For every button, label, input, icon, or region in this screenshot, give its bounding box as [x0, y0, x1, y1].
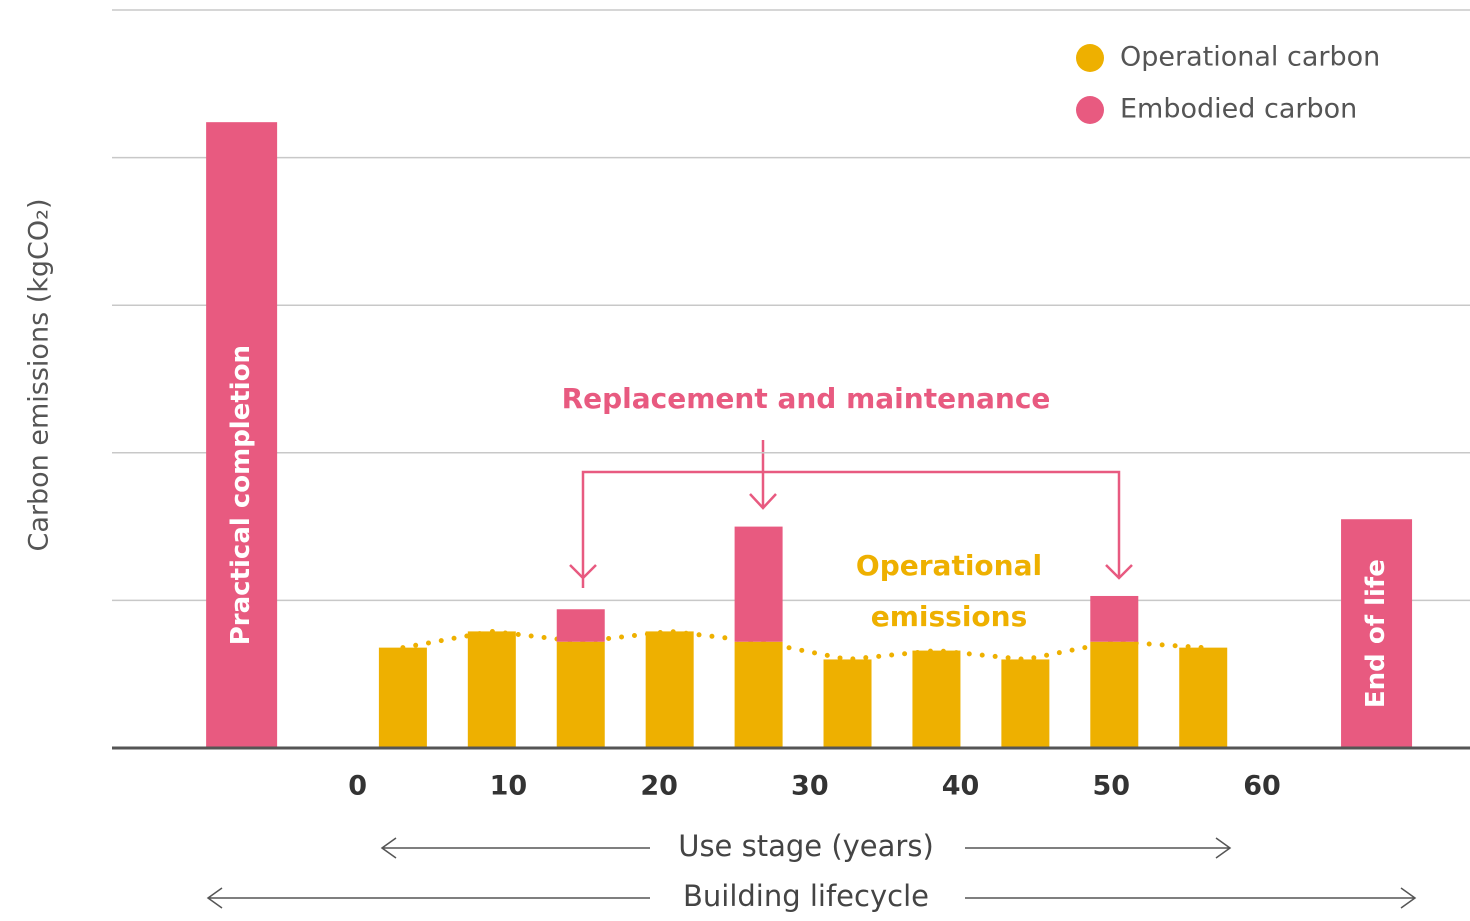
bar [467, 631, 516, 748]
x-tick-label: 20 [640, 771, 678, 802]
bar [378, 647, 427, 748]
annotation-arrows [569, 440, 1133, 588]
annotation: emissions [871, 600, 1028, 633]
bar [823, 659, 872, 748]
span-label: Building lifecycle [683, 879, 929, 913]
span-label: Use stage (years) [678, 829, 934, 863]
annotation: Replacement and maintenance [562, 382, 1051, 415]
bar [1341, 519, 1413, 748]
bar [556, 609, 605, 642]
legend-label: Embodied carbon [1120, 94, 1357, 125]
bar [206, 122, 278, 748]
bar [734, 641, 783, 748]
x-tick-label: 30 [791, 771, 829, 802]
bar [556, 641, 605, 748]
bar [1001, 659, 1050, 748]
x-tick-label: 10 [490, 771, 528, 802]
bar [912, 650, 961, 748]
x-tick-label: 60 [1243, 771, 1281, 802]
bar [1090, 641, 1139, 748]
legend-marker [1076, 96, 1104, 124]
legend-label: Operational carbon [1120, 42, 1380, 73]
bar-label: End of life [1361, 559, 1391, 708]
trend-line [400, 628, 1206, 662]
span-arrows [206, 837, 1417, 909]
x-tick-label: 0 [348, 771, 367, 802]
x-tick-label: 50 [1092, 771, 1130, 802]
bar [734, 526, 783, 642]
x-tick-label: 40 [942, 771, 980, 802]
bar-label: Practical completion [226, 345, 256, 645]
bar [645, 631, 694, 748]
y-axis-label: Carbon emissions (kgCO₂) [24, 199, 55, 552]
bar [1090, 595, 1139, 642]
legend-marker [1076, 44, 1104, 72]
bar [1179, 647, 1228, 748]
annotation: Operational [856, 549, 1042, 582]
